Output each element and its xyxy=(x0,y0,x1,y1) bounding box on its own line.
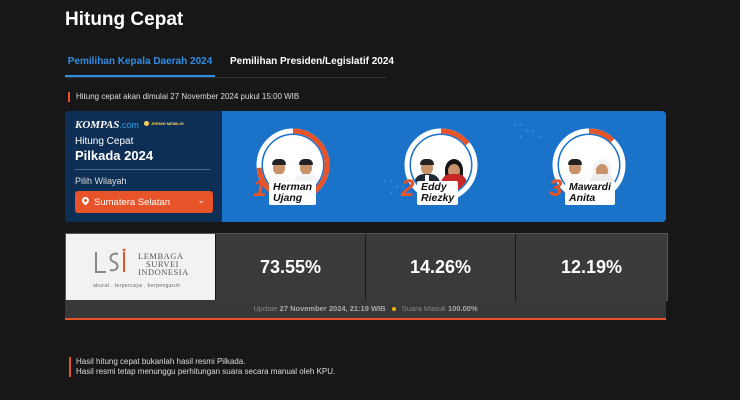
candidate-3-name: Mawardi Anita xyxy=(565,181,616,205)
candidate-3-number: 3 xyxy=(549,175,563,202)
disclaimer-line-2: Hasil resmi tetap menunggu perhitungan s… xyxy=(76,367,336,376)
status-dot-icon xyxy=(391,307,396,312)
results-table: LEMBAGA SURVEI INDONESIA akurat . terper… xyxy=(65,233,668,301)
update-prefix: Update xyxy=(253,304,278,313)
votes-in-label: Suara Masuk xyxy=(401,304,446,313)
location-pin-icon xyxy=(80,195,91,206)
tab-bar: Pemilihan Kepala Daerah 2024 Pemilihan P… xyxy=(65,47,394,78)
banner-info-panel: KOMPAS.com JERNIH MEMILIH Hitung Cepat P… xyxy=(65,111,222,222)
page-title: Hitung Cepat xyxy=(65,9,184,30)
kompas-logo: KOMPAS.com xyxy=(75,119,139,131)
jernih-memilih-logo: JERNIH MEMILIH xyxy=(144,121,184,127)
candidate-2-number: 2 xyxy=(401,175,415,202)
quick-count-banner: KOMPAS.com JERNIH MEMILIH Hitung Cepat P… xyxy=(65,111,666,222)
candidate-card-2: 2 Eddy Riezky xyxy=(401,127,488,212)
region-label: Pilih Wilayah xyxy=(75,176,127,186)
result-candidate-3: 12.19% xyxy=(516,234,667,300)
start-notice: Hitung cepat akan dimulai 27 November 20… xyxy=(68,92,299,102)
result-candidate-1: 73.55% xyxy=(216,234,365,300)
region-select-value: Sumatera Selatan xyxy=(94,197,171,208)
candidate-1-number: 1 xyxy=(253,175,267,202)
disclaimer: Hasil hitung cepat bukanlah hasil resmi … xyxy=(69,357,335,377)
candidate-1-name: Herman Ujang xyxy=(269,181,317,205)
tab-pilkada-2024[interactable]: Pemilihan Kepala Daerah 2024 xyxy=(65,47,215,77)
panel-divider xyxy=(75,169,210,170)
election-title: Pilkada 2024 xyxy=(75,148,154,163)
result-candidate-2: 14.26% xyxy=(366,234,515,300)
update-timestamp: 27 November 2024, 21:19 WIB xyxy=(279,304,386,313)
update-bar: Update 27 November 2024, 21:19 WIB Suara… xyxy=(65,300,666,320)
candidate-card-3: 3 Mawardi Anita xyxy=(549,127,636,212)
candidate-card-1: 1 Herman Ujang xyxy=(253,127,340,212)
votes-in-value: 100.00% xyxy=(448,304,478,313)
chevron-down-icon: ⌄ xyxy=(197,195,205,205)
tab-pilpres-pileg-2024[interactable]: Pemilihan Presiden/Legislatif 2024 xyxy=(230,56,394,67)
candidate-2-name: Eddy Riezky xyxy=(417,181,459,205)
lsi-wordmark: LEMBAGA SURVEI INDONESIA xyxy=(138,251,189,277)
region-select[interactable]: Sumatera Selatan ⌄ xyxy=(75,191,213,213)
quick-count-label: Hitung Cepat xyxy=(75,136,134,147)
disclaimer-line-1: Hasil hitung cepat bukanlah hasil resmi … xyxy=(76,357,246,366)
survey-institute-logo: LEMBAGA SURVEI INDONESIA akurat . terper… xyxy=(66,234,215,300)
lsi-emblem-icon xyxy=(95,248,126,273)
lsi-tagline: akurat . terpercaya . berpengaruh xyxy=(93,283,181,289)
